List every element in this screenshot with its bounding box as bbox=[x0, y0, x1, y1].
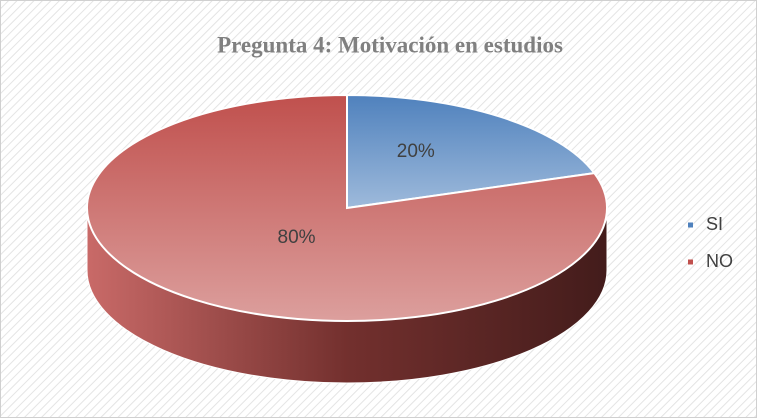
legend-label: NO bbox=[706, 251, 733, 271]
data-label: 80% bbox=[278, 227, 316, 248]
legend-marker bbox=[688, 259, 693, 265]
chart-title: Pregunta 4: Motivación en estudios bbox=[217, 32, 563, 57]
legend-label: SI bbox=[706, 214, 723, 234]
pie-slice bbox=[346, 93, 597, 210]
legend-marker bbox=[688, 222, 693, 228]
pie-slice bbox=[86, 93, 608, 322]
data-label: 20% bbox=[397, 141, 435, 162]
